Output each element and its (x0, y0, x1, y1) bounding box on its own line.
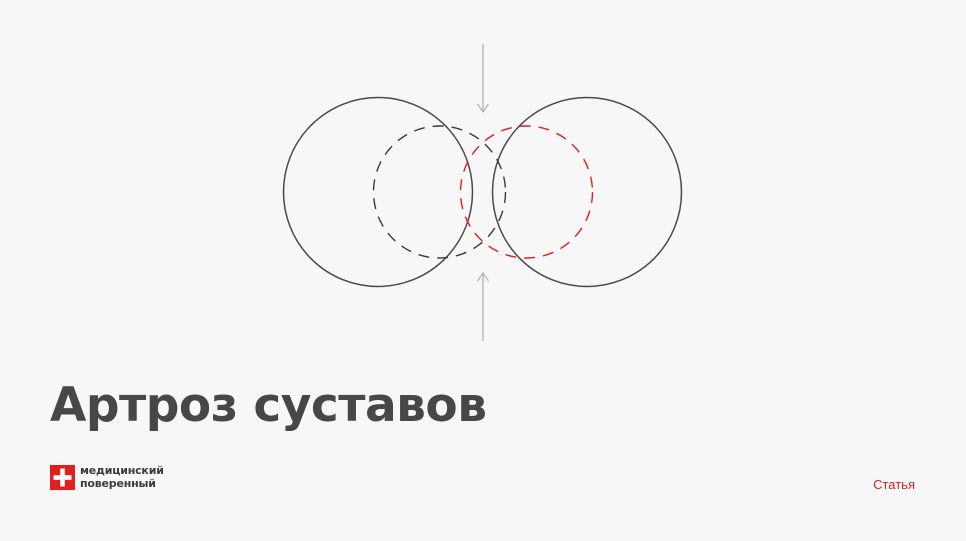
brand-name-line2: поверенный (80, 477, 156, 490)
brand-logo[interactable]: медицинский поверенный (50, 464, 164, 490)
left-dashed-circle (372, 125, 507, 259)
arrow-up-icon (476, 271, 490, 341)
right-dashed-circle-red (459, 125, 594, 259)
article-title: Артроз суставов (50, 378, 487, 433)
right-joint-circle (491, 96, 683, 288)
category-label[interactable]: Статья (873, 477, 915, 492)
arrow-down-icon (476, 44, 490, 114)
left-joint-circle (282, 96, 474, 288)
joint-illustration (282, 44, 683, 341)
medical-cross-icon (50, 464, 75, 490)
brand-name: медицинский поверенный (80, 464, 164, 490)
brand-name-line1: медицинский (80, 464, 164, 477)
